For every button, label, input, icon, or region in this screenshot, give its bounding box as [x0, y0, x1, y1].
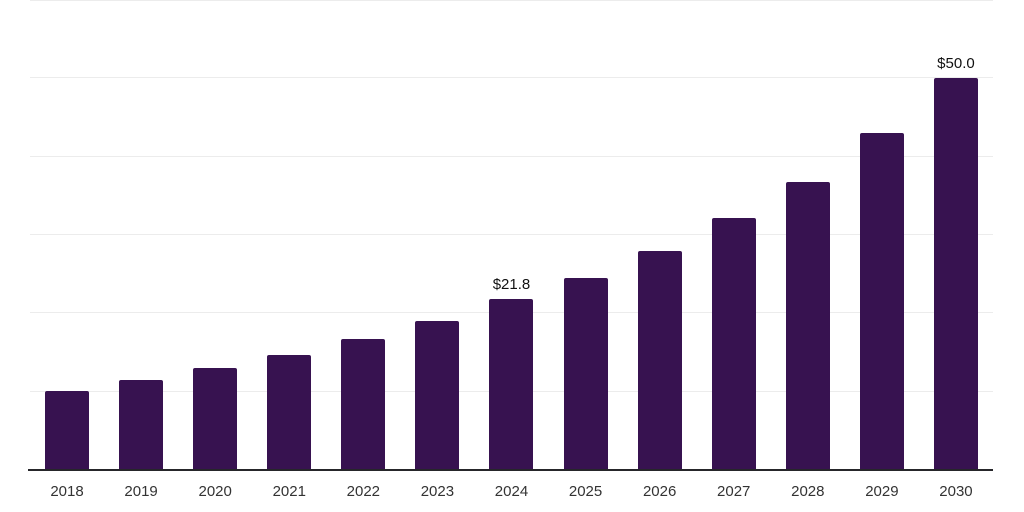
bar-2026	[637, 250, 682, 470]
bar-2022	[341, 339, 386, 470]
gridline-60	[30, 0, 993, 1]
bar-2027	[711, 217, 756, 470]
x-tick-label-2026: 2026	[642, 483, 677, 500]
bar-band-2028	[771, 0, 845, 470]
bar-band-2024: $21.8	[474, 0, 548, 470]
bar-2030	[933, 78, 978, 470]
bar-2028	[785, 181, 830, 470]
x-tick-label-2030: 2030	[939, 483, 973, 500]
bar-value-label-2024: $21.8	[492, 276, 531, 294]
bar-band-2029	[845, 0, 919, 470]
bar-band-2022	[326, 0, 400, 470]
bar-band-2018	[30, 0, 104, 470]
x-tick-label-2029: 2029	[865, 483, 899, 500]
bar-2020	[193, 368, 238, 470]
gridline-40	[30, 155, 993, 157]
bar-2029	[859, 133, 904, 470]
x-tick-label-2020: 2020	[198, 483, 232, 500]
bar-band-2030: $50.0	[919, 0, 993, 470]
x-tick-label-2025: 2025	[568, 483, 603, 500]
x-axis-labels: 2018 2019 2020 2021 2022 2023 2024 2025 2026 2027…	[30, 483, 993, 503]
bar-2021	[267, 354, 312, 470]
x-tick-label-2022: 2022	[346, 483, 381, 500]
x-tick-label-2021: 2021	[272, 483, 306, 500]
x-tick-label-2023: 2023	[420, 483, 455, 500]
bar-2023	[415, 321, 460, 470]
bar-band-2023	[400, 0, 474, 470]
x-tick-label-2024: 2024	[494, 483, 529, 500]
x-tick-label-2027: 2027	[717, 483, 751, 500]
bar-band-2025	[549, 0, 623, 470]
x-tick-label-2028: 2028	[791, 483, 825, 500]
plot-area: $21.8 $50.0	[30, 0, 993, 470]
bar-2019	[119, 379, 164, 470]
bar-2025	[563, 278, 608, 470]
gridline-50	[30, 77, 993, 79]
bar-2024	[489, 299, 534, 470]
x-tick-label-2019: 2019	[124, 483, 158, 500]
bar-value-label-2030: $50.0	[937, 55, 975, 73]
bar-band-2019	[104, 0, 178, 470]
bar-band-2020	[178, 0, 252, 470]
gridline-30	[30, 233, 993, 235]
bar-band-2021	[252, 0, 326, 470]
x-tick-label-2018: 2018	[50, 483, 84, 500]
x-axis-line	[28, 469, 993, 471]
bar-band-2027	[697, 0, 771, 470]
bar-2018	[45, 390, 90, 470]
bar-band-2026	[623, 0, 697, 470]
